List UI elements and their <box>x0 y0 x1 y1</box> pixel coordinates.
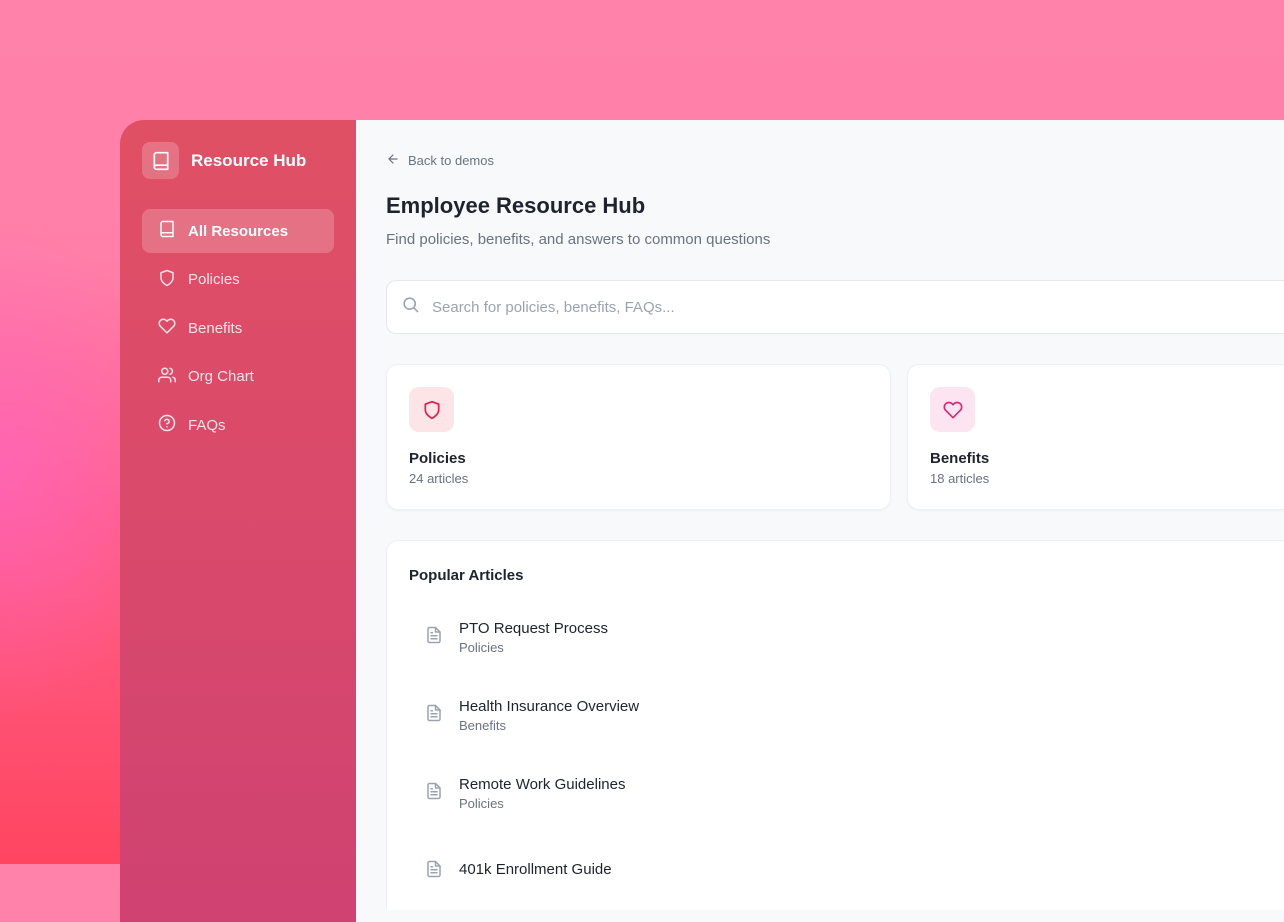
sidebar-item-label: Policies <box>188 271 240 288</box>
article-title: Remote Work Guidelines <box>459 775 626 793</box>
sidebar: Resource Hub All Resources Policies Bene… <box>120 120 356 922</box>
article-item[interactable]: PTO Request Process Policies <box>409 598 1262 676</box>
section-title: Popular Articles <box>409 567 524 584</box>
book-icon <box>158 220 176 242</box>
main-content: Back to demos Employee Resource Hub Find… <box>356 120 1284 922</box>
heart-icon <box>930 387 975 432</box>
file-text-icon <box>425 860 443 883</box>
search-input[interactable] <box>432 298 1270 316</box>
popular-articles: Popular Articles PTO Request Process Poli… <box>386 540 1284 910</box>
brand-title: Resource Hub <box>191 150 307 170</box>
sidebar-item-faqs[interactable]: FAQs <box>142 403 334 447</box>
card-title: Benefits <box>930 450 990 467</box>
category-cards: Policies 24 articles Benefits 18 article… <box>386 364 1284 510</box>
article-title: Health Insurance Overview <box>459 697 640 715</box>
article-category: Policies <box>459 639 504 655</box>
article-item[interactable]: 401k Enrollment Guide <box>409 832 1262 910</box>
search-bar <box>386 280 1284 334</box>
sidebar-item-benefits[interactable]: Benefits <box>142 306 334 350</box>
article-list: PTO Request Process Policies Health Insura… <box>409 598 1262 910</box>
search-icon <box>401 295 420 319</box>
back-label: Back to demos <box>408 153 494 168</box>
article-title: PTO Request Process <box>459 619 608 637</box>
article-item[interactable]: Health Insurance Overview Benefits <box>409 676 1262 754</box>
back-link[interactable]: Back to demos <box>386 152 1284 169</box>
sidebar-item-label: Org Chart <box>188 368 254 385</box>
card-policies[interactable]: Policies 24 articles <box>386 364 891 510</box>
page-subtitle: Find policies, benefits, and answers to … <box>386 231 771 248</box>
sidebar-item-label: All Resources <box>188 222 289 240</box>
shield-icon <box>158 269 176 291</box>
article-category: Policies <box>459 795 504 811</box>
book-icon <box>142 142 179 179</box>
article-category: Benefits <box>459 717 506 733</box>
sidebar-item-all-resources[interactable]: All Resources <box>142 209 334 253</box>
page-title: Employee Resource Hub <box>386 193 646 218</box>
card-count: 24 articles <box>409 471 469 486</box>
card-benefits[interactable]: Benefits 18 articles <box>907 364 1284 510</box>
app-window: Resource Hub All Resources Policies Bene… <box>120 120 1284 922</box>
help-circle-icon <box>158 414 176 436</box>
sidebar-item-label: FAQs <box>188 416 226 434</box>
heart-icon <box>158 317 176 339</box>
sidebar-item-policies[interactable]: Policies <box>142 258 334 302</box>
shield-icon <box>409 387 454 432</box>
article-item[interactable]: Remote Work Guidelines Policies <box>409 754 1262 832</box>
file-text-icon <box>425 626 443 649</box>
file-text-icon <box>425 782 443 805</box>
arrow-left-icon <box>386 152 400 169</box>
card-count: 18 articles <box>930 471 990 486</box>
users-icon <box>158 366 177 388</box>
brand: Resource Hub <box>142 142 334 179</box>
sidebar-item-label: Benefits <box>188 319 243 337</box>
file-text-icon <box>425 704 443 727</box>
sidebar-item-org-chart[interactable]: Org Chart <box>142 355 334 399</box>
card-title: Policies <box>409 450 466 467</box>
